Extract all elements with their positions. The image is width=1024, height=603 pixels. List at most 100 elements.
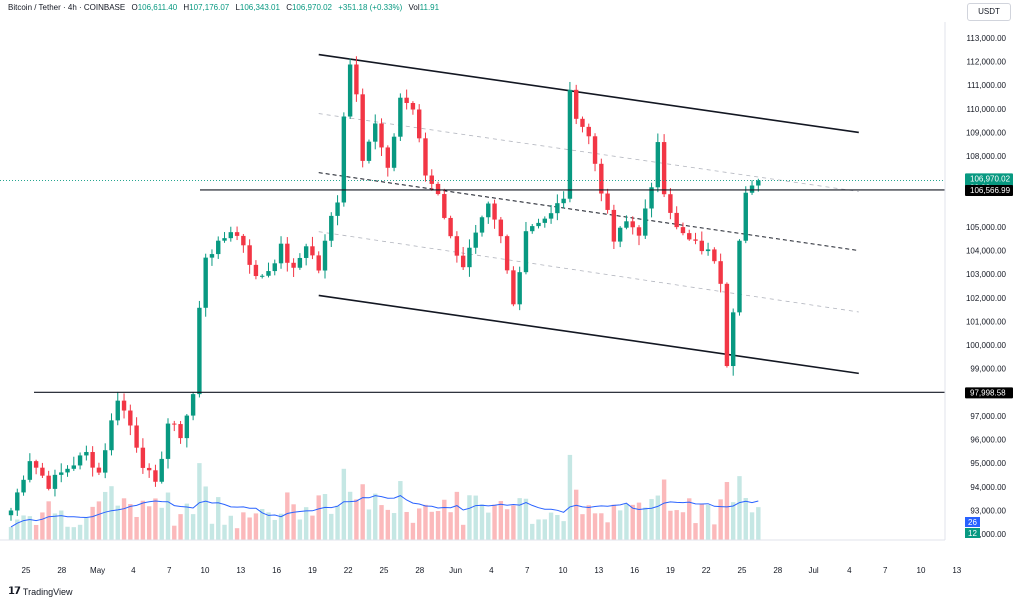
channel-quarter-lower-line: [318, 231, 859, 313]
candle: [467, 239, 472, 277]
volume-bar: [184, 503, 190, 540]
candle-body: [756, 180, 761, 186]
channel-lower-line: [318, 294, 859, 375]
candle-body: [542, 218, 547, 223]
volume-bar: [96, 501, 102, 540]
volume-bar: [661, 479, 667, 540]
candle-body: [605, 193, 610, 210]
candle: [385, 145, 390, 177]
price-tick-label: 100,000.00: [966, 341, 1007, 350]
volume-bar: [649, 499, 654, 540]
volume-bar: [555, 514, 560, 540]
volume-bar: [303, 507, 309, 540]
candle-body: [347, 64, 353, 117]
volume-bar: [756, 507, 761, 540]
candle-body: [731, 312, 736, 367]
candle: [197, 300, 202, 398]
time-axis[interactable]: 25 28 May 4 7 10 13 16 19 22 25 28 Jun 4 7 10 13 16 19 22 25…: [22, 566, 962, 575]
candle: [693, 232, 698, 245]
indicator-badge-text: 12: [968, 529, 977, 538]
candle: [303, 243, 309, 266]
volume-bar: [247, 517, 252, 540]
time-tick-label: 28: [57, 566, 66, 575]
candle-body: [574, 89, 579, 119]
candle-body: [172, 423, 177, 425]
candle-body: [712, 249, 717, 262]
volume-bar: [404, 511, 409, 540]
candle: [253, 260, 259, 280]
volume-bar: [216, 497, 221, 540]
volume-bar: [278, 513, 284, 540]
candle: [96, 462, 102, 476]
candle: [71, 456, 76, 471]
candle: [410, 101, 416, 115]
candle-body: [592, 136, 598, 164]
candle-body: [341, 116, 347, 203]
volume-bar: [567, 454, 573, 540]
currency-button[interactable]: USDT: [967, 3, 1011, 21]
level-label-upper-text: 106,566.99: [970, 186, 1011, 195]
channel-quarter-upper-line: [318, 113, 859, 192]
time-tick-label: 4: [847, 566, 852, 575]
volume-bar: [460, 524, 466, 540]
price-tick-label: 95,000.00: [970, 459, 1006, 468]
candle-body: [96, 467, 102, 473]
candle: [498, 216, 504, 244]
volume-bar: [542, 519, 547, 540]
volume-bar: [492, 504, 497, 540]
candle-body: [33, 461, 39, 468]
volume-bar: [241, 512, 246, 540]
candle: [417, 104, 422, 143]
volume-bar: [316, 495, 321, 540]
volume-bar: [643, 507, 648, 540]
candle: [423, 132, 428, 182]
candle: [398, 93, 403, 141]
candle-body: [322, 240, 328, 271]
price-tick-label: 108,000.00: [966, 152, 1007, 161]
volume-bar: [442, 499, 447, 540]
candle-body: [724, 283, 730, 367]
candle-body: [190, 394, 196, 416]
candle: [674, 206, 679, 230]
candle: [687, 229, 692, 241]
volume-bar: [473, 495, 478, 540]
volume-ma-line: [10, 495, 759, 528]
candle-body: [297, 257, 303, 268]
candle: [272, 259, 277, 276]
candle-body: [103, 450, 108, 473]
candle: [492, 199, 497, 229]
low-label: L: [235, 3, 240, 12]
candle: [486, 201, 491, 224]
volume-bar: [203, 486, 208, 540]
volume-bar: [693, 523, 698, 540]
channel-upper-line: [318, 53, 859, 134]
price-tick-label: 104,000.00: [966, 247, 1007, 256]
candle-body: [335, 202, 340, 216]
candle-body: [743, 192, 748, 241]
regression-channel: [318, 53, 859, 375]
candle: [260, 274, 265, 279]
candle-body: [134, 425, 139, 448]
time-tick-label: 13: [236, 566, 245, 575]
symbol-name[interactable]: Bitcoin / Tether · 4h · COINBASE: [8, 3, 126, 12]
candle: [511, 266, 516, 307]
volume-bar: [536, 519, 541, 540]
volume-bar: [228, 515, 233, 540]
volume-bar: [197, 463, 202, 540]
candle-body: [567, 89, 573, 199]
candle: [379, 118, 384, 157]
brand-footer[interactable]: 𝟭𝟳 TradingView: [8, 586, 72, 597]
low-value: 106,343.01: [239, 3, 280, 12]
candle-body: [253, 264, 259, 277]
volume-bar: [178, 514, 183, 540]
volume-bar: [674, 510, 679, 540]
volume-bar: [699, 503, 704, 540]
candle-body: [624, 221, 629, 228]
candle: [517, 266, 522, 311]
horizontal-levels: [0, 180, 945, 393]
candle-body: [272, 263, 277, 272]
candle-body: [46, 475, 51, 489]
candle: [454, 231, 460, 263]
